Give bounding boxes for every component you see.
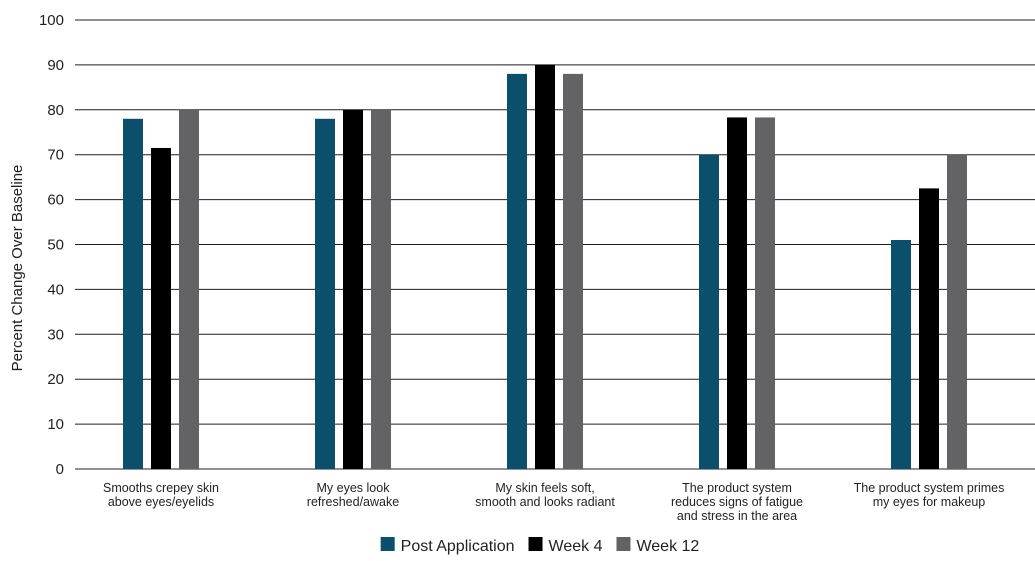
category-label: My skin feels soft, smooth and looks radi… (475, 481, 615, 509)
y-tick-label: 30 (47, 326, 64, 343)
legend-label: Post Application (401, 538, 515, 555)
category-label: The product system reduces signs of fatig… (671, 481, 803, 523)
bar (563, 73, 583, 469)
y-tick-labels: 0 10 20 30 40 50 60 70 80 90 100 (39, 12, 64, 478)
legend-swatch (380, 537, 395, 551)
bar (179, 109, 199, 470)
legend-item: Week 4 (528, 537, 603, 555)
bar (371, 109, 391, 470)
category-label: The product system primes my eyes for mak… (854, 481, 1005, 509)
y-tick-label: 70 (47, 147, 64, 164)
y-tick-label: 100 (39, 12, 64, 29)
bar (151, 147, 171, 469)
category-label: My eyes look refreshed/awake (307, 481, 399, 509)
bar (947, 154, 967, 469)
legend: Post Application Week 4 Week 12 (380, 537, 699, 555)
y-tick-label: 40 (47, 281, 64, 298)
legend-swatch (616, 537, 631, 551)
y-tick-label: 90 (47, 57, 64, 74)
bar (315, 118, 335, 469)
y-tick-label: 10 (47, 416, 64, 433)
y-tick-label: 0 (56, 461, 64, 478)
bar (343, 109, 363, 470)
bar (123, 118, 143, 469)
bar (699, 154, 719, 469)
legend-label: Week 4 (549, 538, 603, 555)
bar (507, 73, 527, 469)
y-tick-label: 50 (47, 237, 64, 254)
bars (123, 64, 967, 470)
category-label: Smooths crepey skin above eyes/eyelids (103, 481, 219, 509)
bar (891, 240, 911, 469)
legend-label: Week 12 (636, 538, 699, 555)
bar (919, 188, 939, 469)
legend-swatch (528, 537, 543, 551)
legend-item: Post Application (380, 537, 515, 555)
y-tick-label: 80 (47, 102, 64, 119)
y-tick-label: 60 (47, 192, 64, 209)
legend-item: Week 12 (616, 537, 699, 555)
y-axis-label: Percent Change Over Baseline (9, 165, 26, 372)
y-tick-label: 20 (47, 371, 64, 388)
category-labels: Smooths crepey skin above eyes/eyelids My … (103, 481, 1004, 523)
bar (755, 117, 775, 470)
bar (535, 64, 555, 470)
bar (727, 117, 747, 470)
